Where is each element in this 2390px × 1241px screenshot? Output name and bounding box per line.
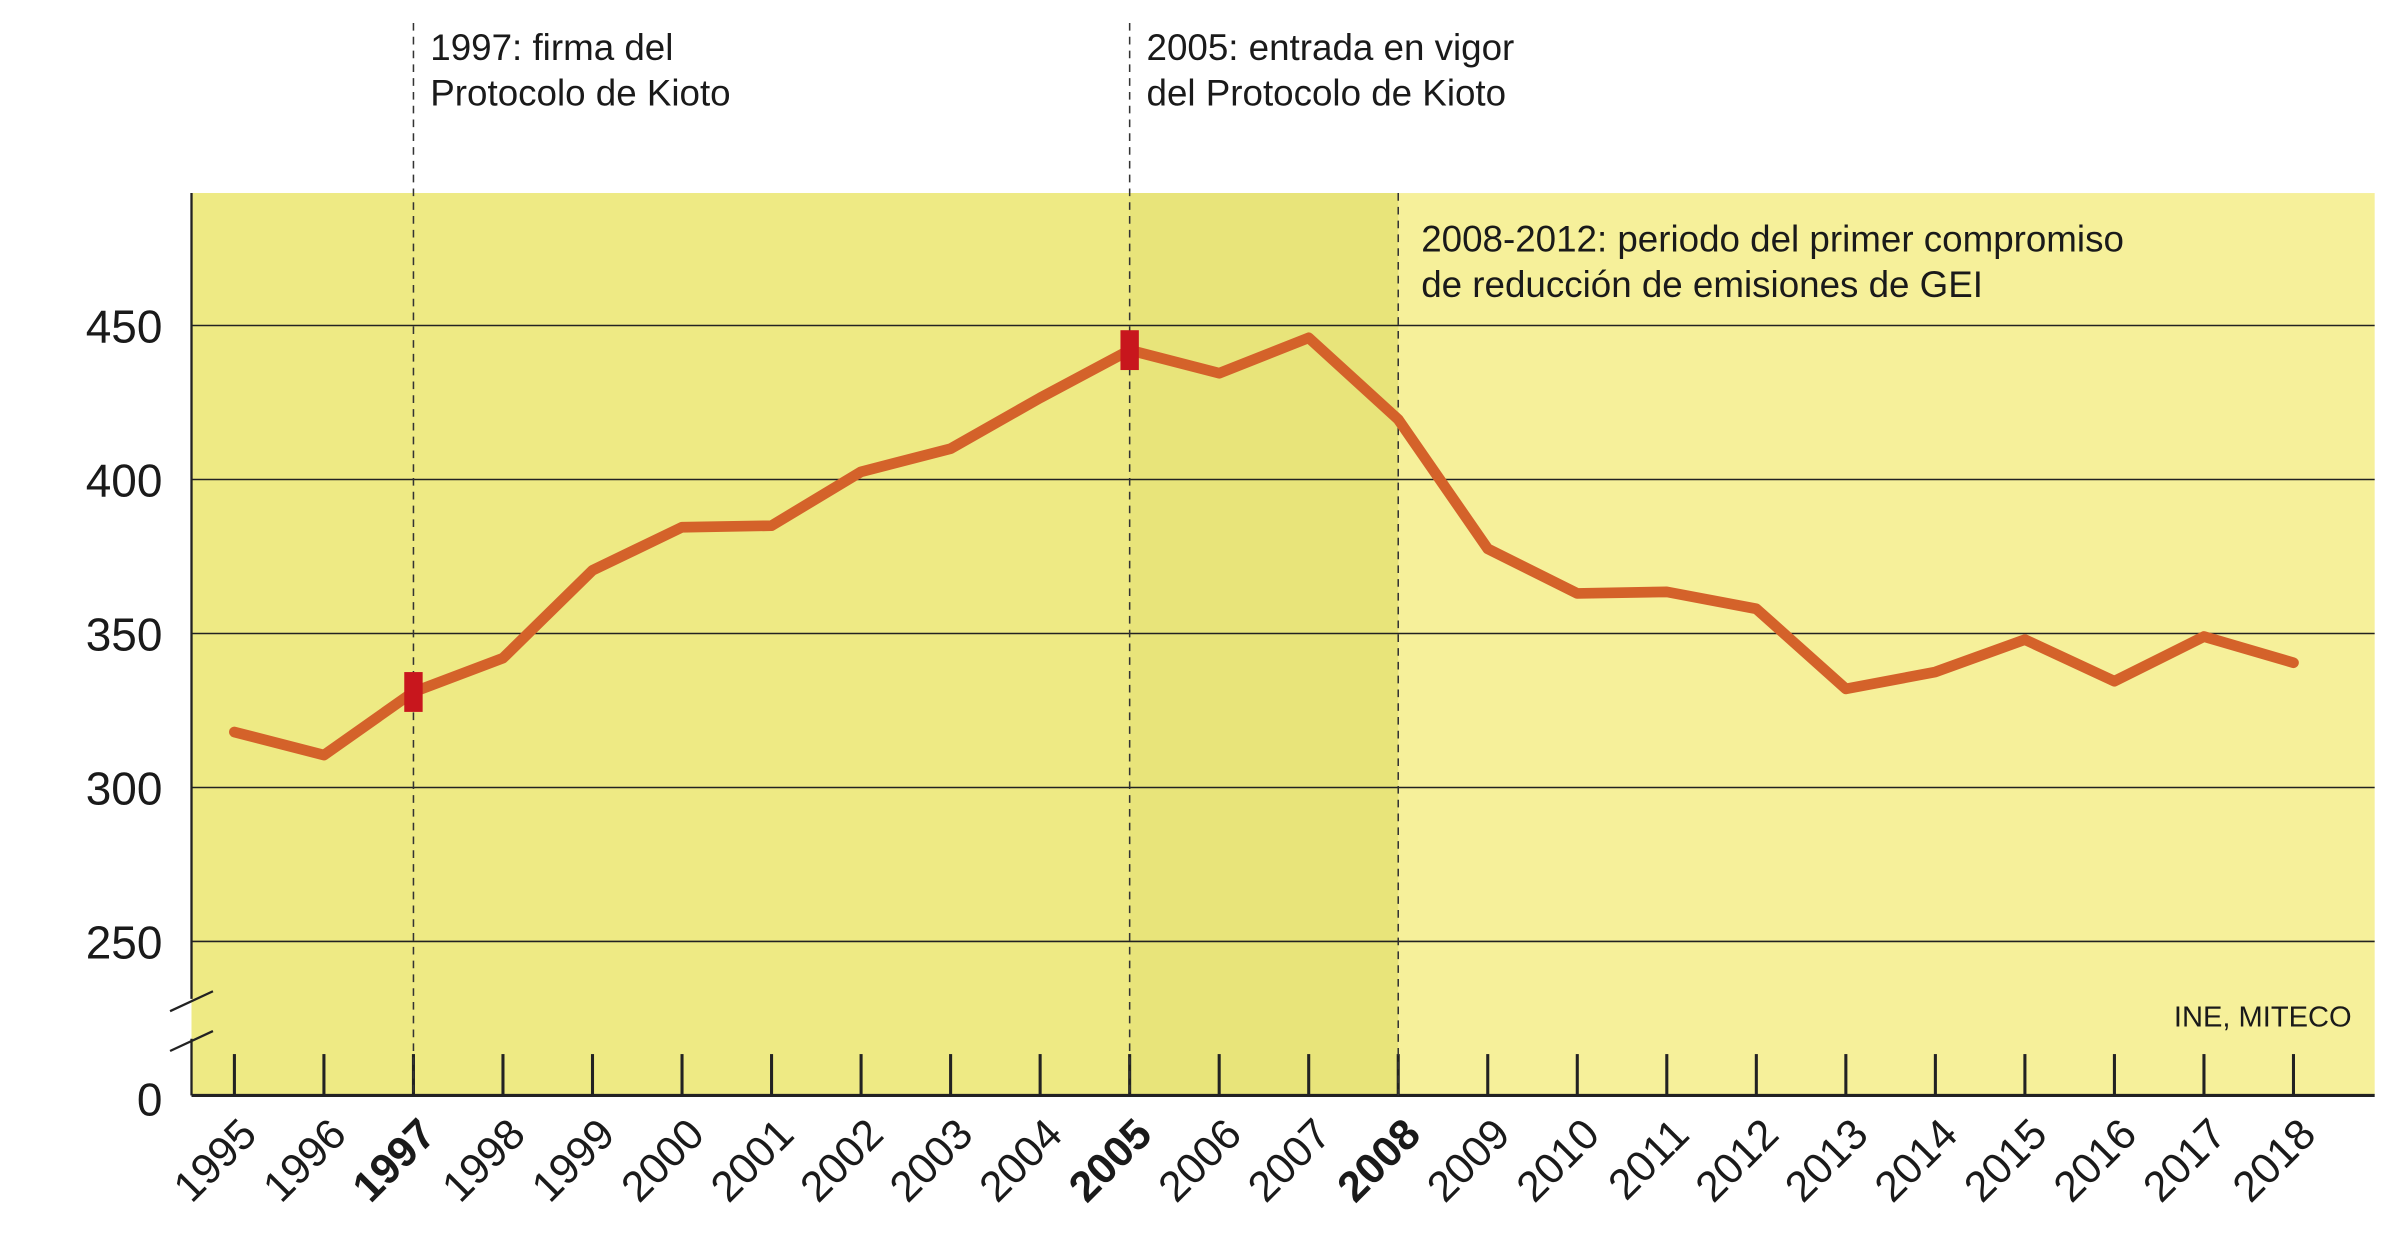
y-tick-label: 300 [86,762,163,814]
event-marker [1120,330,1139,371]
annotation-text: de reducción de emisiones de GEI [1421,264,1983,305]
x-tick-label: 2007 [1239,1110,1340,1211]
annotation-text: Protocolo de Kioto [430,73,730,114]
x-tick-label: 2006 [1149,1110,1250,1211]
x-tick-label: 2002 [791,1110,892,1211]
x-tick-label: 2011 [1599,1110,1698,1209]
data-line [229,332,2299,761]
x-tick-label: 1995 [165,1110,266,1211]
x-tick-label: 2014 [1866,1110,1967,1211]
x-tick-label: 2010 [1507,1110,1608,1211]
source: INE, MITECO [2174,1001,2352,1033]
x-tick-label: 1998 [433,1110,534,1211]
y-tick-label: 350 [86,608,163,660]
x-tick-label: 2000 [612,1110,713,1211]
y-tick-label: 250 [86,916,163,968]
x-tick-label: 2001 [702,1110,803,1211]
x-tick-label: 2003 [881,1110,982,1211]
y-tick-label: 400 [86,454,163,506]
annotation-text: 1997: firma del [430,27,673,68]
x-tick-label: 1999 [523,1110,624,1211]
y-tick-label: 0 [137,1073,163,1125]
x-tick-label: 2009 [1418,1110,1519,1211]
x-tick-label: 2017 [2134,1110,2235,1211]
x-tick-label: 2015 [1955,1110,2056,1211]
background-region [1129,193,1399,1096]
x-tick-label: 2018 [2224,1110,2325,1211]
annotation-text: 2005: entrada en vigor [1147,27,1515,68]
x-tick-label: 2013 [1776,1110,1877,1211]
x-tick-label: 2016 [2045,1110,2146,1211]
annotation-text: 2008-2012: periodo del primer compromiso [1421,218,2124,259]
x-tick-label: 2004 [970,1110,1071,1211]
x-tick-label: 2012 [1687,1110,1788,1211]
axis-break [169,1030,214,1053]
annotation-text: del Protocolo de Kioto [1147,73,1507,114]
x-tick-label: 1997 [344,1110,445,1211]
y-tick-label: 450 [86,300,163,352]
x-tick-label: 2005 [1060,1110,1161,1211]
axis-break [169,990,214,1013]
event-marker [404,672,423,712]
x-tick-label: 1996 [254,1110,355,1211]
x-tick-label: 2008 [1328,1110,1429,1211]
